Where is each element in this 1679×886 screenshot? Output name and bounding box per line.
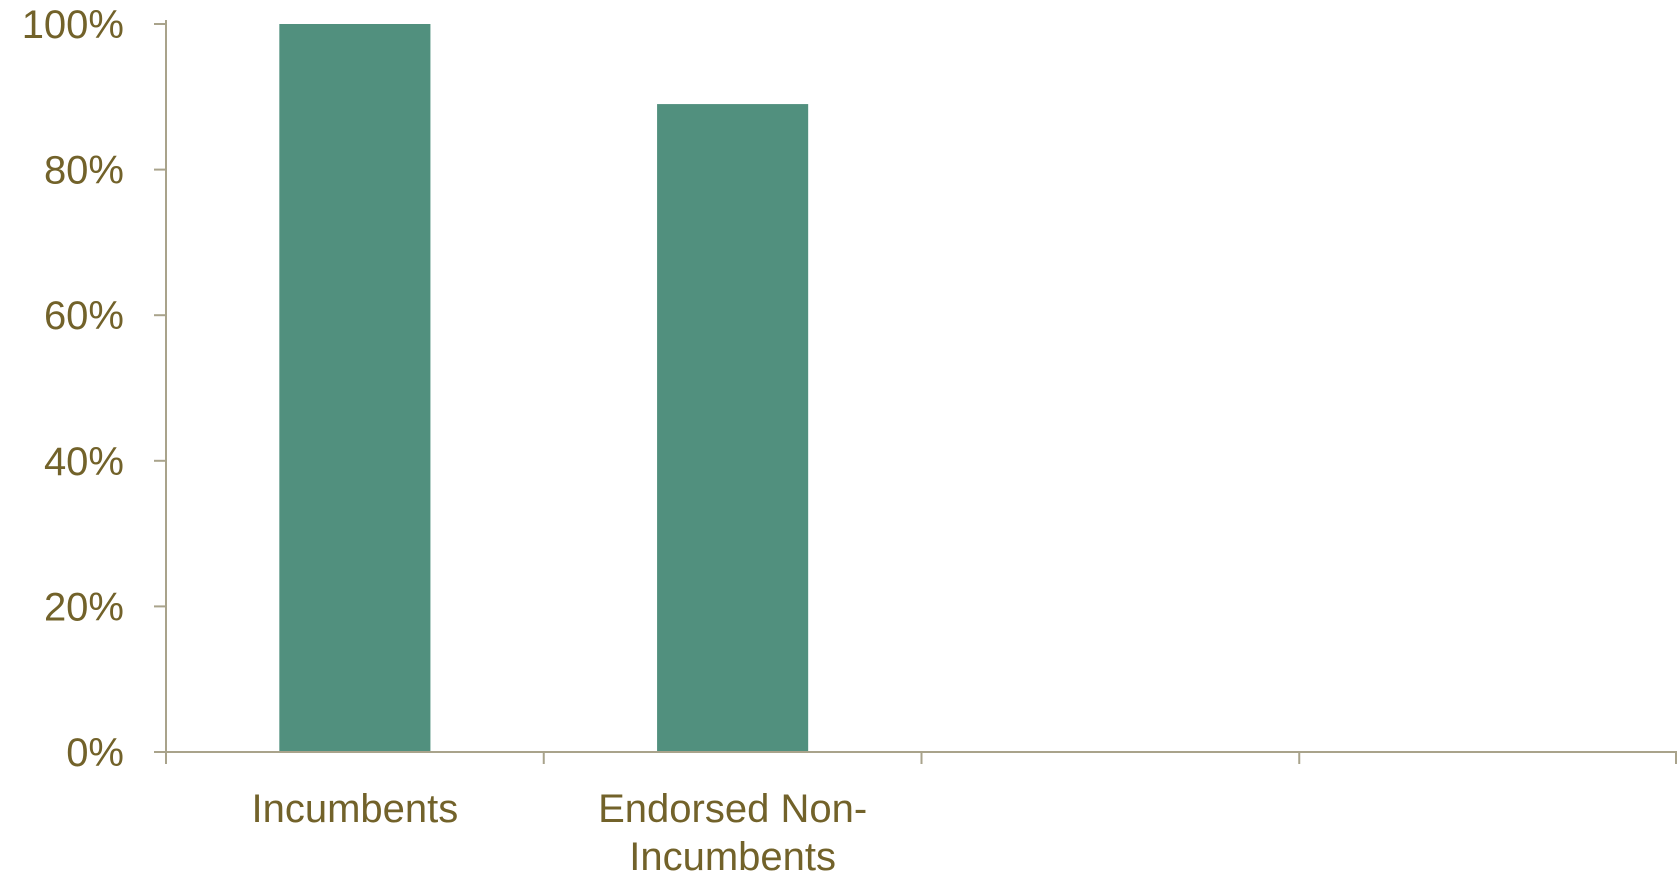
bar-0 xyxy=(279,24,431,752)
x-category-label: Incumbents xyxy=(251,787,458,831)
y-tick-label: 80% xyxy=(44,149,124,193)
bar-1 xyxy=(657,104,809,752)
y-tick-label: 40% xyxy=(44,440,124,484)
y-axis-tick-labels: 0% 20% 40% 60% 80% 100% xyxy=(22,3,124,775)
bars xyxy=(279,24,809,752)
y-tick-label: 60% xyxy=(44,294,124,338)
x-category-label: Incumbents xyxy=(629,835,836,879)
x-axis-ticks xyxy=(165,752,1677,764)
x-axis-category-labels: Incumbents Endorsed Non-Incumbents xyxy=(251,787,867,879)
y-tick-label: 20% xyxy=(44,585,124,629)
y-tick-label: 100% xyxy=(22,3,124,47)
y-tick-label: 0% xyxy=(66,731,124,775)
y-axis-ticks xyxy=(154,23,166,753)
x-category-label: Endorsed Non- xyxy=(598,787,867,831)
